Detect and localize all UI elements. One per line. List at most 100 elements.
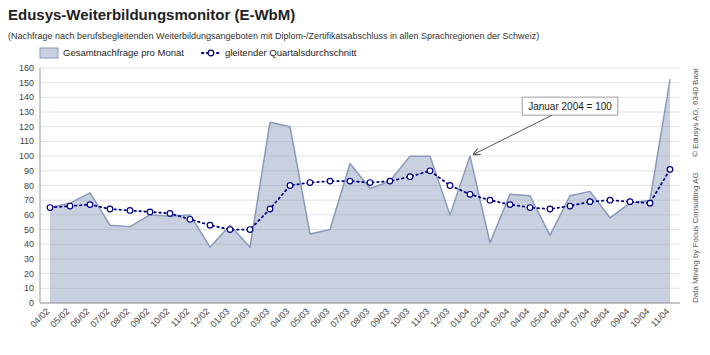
x-tick-label: 08/04 [588,306,611,329]
point [127,208,133,214]
point [527,205,533,211]
title: Edusys-Weiterbildungsmonitor (E-WbM) [8,6,295,23]
y-tick-label: 20 [24,269,34,279]
x-tick-label: 10/02 [148,306,171,329]
x-tick-label: 01/04 [448,306,471,329]
point [507,202,513,208]
area-line [50,80,670,247]
point [207,222,213,228]
point [567,203,573,209]
area-fill [50,80,670,303]
y-tick-label: 60 [24,210,34,220]
point [87,202,93,208]
x-tick-label: 12/02 [188,306,211,329]
x-tick-label: 09/02 [128,306,151,329]
x-tick-label: 09/03 [368,306,391,329]
x-tick-label: 08/03 [348,306,371,329]
y-tick-label: 40 [24,239,34,249]
y-tick-label: 80 [24,181,34,191]
y-grid: 0102030405060708090100110120130140150160 [19,63,680,308]
point [107,206,113,212]
grid-line [40,141,680,142]
x-tick-label: 05/02 [48,306,71,329]
y-tick-label: 130 [19,107,34,117]
y-tick-label: 70 [24,195,34,205]
x-tick-label: 06/03 [308,306,331,329]
point [547,206,553,212]
x-axis: 04/0205/0206/0207/0208/0209/0210/0211/02… [28,306,671,329]
credit: Data Mining by Focus Consulting AG [691,172,700,303]
y-tick-label: 140 [19,92,34,102]
x-tick-label: 10/03 [388,306,411,329]
grid-line [40,126,680,127]
x-tick-label: 03/04 [488,306,511,329]
x-tick-label: 10/04 [628,306,651,329]
x-tick-label: 02/03 [228,306,251,329]
x-tick-label: 06/04 [548,306,571,329]
annotation-text: Januar 2004 = 100 [528,101,612,112]
x-tick-label: 11/03 [409,306,432,329]
x-tick-label: 07/04 [568,306,591,329]
y-tick-label: 110 [20,136,34,146]
point [587,199,593,205]
grid-line [40,82,680,83]
x-tick-label: 09/04 [608,306,631,329]
x-tick-label: 11/04 [649,306,672,329]
point [627,199,633,205]
point [327,178,333,184]
x-tick-label: 02/04 [468,306,491,329]
legend-marker [208,50,214,56]
legend: Gesamtnachfrage pro Monat gleitender Quar… [40,47,357,58]
subtitle: (Nachfrage nach berufsbegleitenden Weite… [8,31,539,41]
point [167,211,173,217]
annotation-arrow [474,115,552,154]
y-axis-line [40,68,41,303]
point [287,183,293,189]
point [467,192,473,198]
y-tick-label: 10 [24,283,34,293]
point [367,180,373,186]
x-tick-label: 01/03 [208,306,231,329]
point [227,227,233,233]
y-tick-label: 150 [19,78,34,88]
point [407,174,413,180]
grid-line [40,170,680,171]
point [187,216,193,222]
point [47,205,53,211]
y-tick-label: 30 [24,254,34,264]
y-tick-label: 100 [19,151,34,161]
point [667,167,673,173]
legend-item: Gesamtnachfrage pro Monat [40,47,184,58]
x-tick-label: 05/04 [528,306,551,329]
x-tick-label: 07/03 [328,306,351,329]
legend-swatch [40,48,58,58]
x-tick-label: 08/02 [108,306,131,329]
plot-area [47,80,673,303]
point [487,197,493,203]
x-tick-label: 03/03 [248,306,271,329]
chart: Edusys-Weiterbildungsmonitor (E-WbM) (Nac… [0,0,710,355]
x-tick-label: 12/03 [428,306,451,329]
line [50,169,670,229]
point [247,227,253,233]
legend-item: gleitender Quartalsdurchschnitt [202,47,357,58]
legend-label: gleitender Quartalsdurchschnitt [225,47,357,58]
point [447,183,453,189]
point [267,206,273,212]
point [67,203,73,209]
credit: © Edusys AG, 6340 Baar [691,68,700,157]
point [427,168,433,174]
annotation-box [522,97,618,115]
y-tick-label: 0 [29,298,34,308]
annotation: Januar 2004 = 100 [474,97,618,154]
point [387,178,393,184]
point [647,200,653,206]
y-tick-label: 50 [24,225,34,235]
x-tick-label: 04/04 [508,306,531,329]
y-tick-label: 120 [19,122,34,132]
x-tick-label: 11/02 [169,306,192,329]
x-tick-label: 04/03 [268,306,291,329]
point [607,197,613,203]
point [307,180,313,186]
legend-label: Gesamtnachfrage pro Monat [63,47,184,58]
